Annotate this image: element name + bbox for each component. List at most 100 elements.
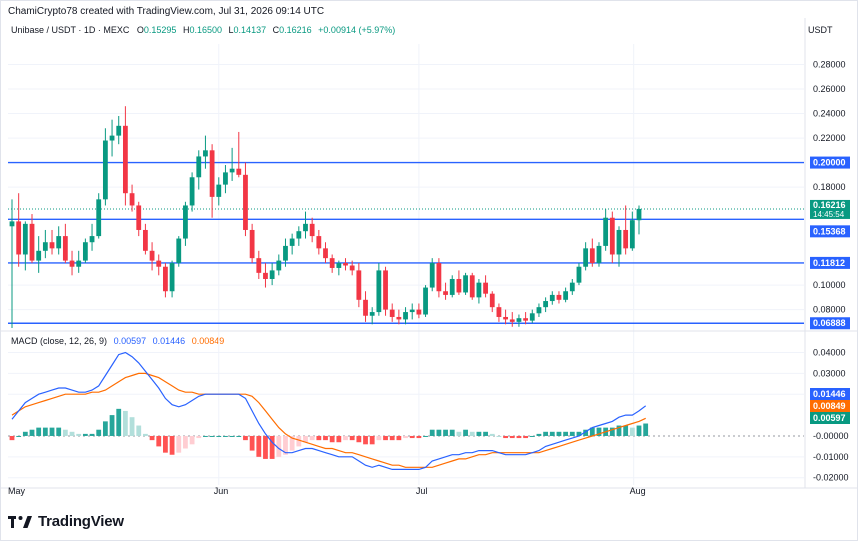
level-price-tag-value: 0.15368: [813, 226, 846, 236]
level-price-tag-value: 0.11812: [813, 258, 845, 268]
tradingview-logo-icon: [8, 515, 32, 528]
macd-histogram-bar: [516, 435, 522, 439]
candle-body: [463, 275, 468, 293]
candle-body: [229, 168, 235, 173]
currency-label[interactable]: USDT: [808, 25, 833, 35]
macd-histogram-bar: [403, 435, 408, 439]
candle-body: [49, 242, 55, 249]
macd-histogram-bar: [249, 435, 255, 451]
time-axis-label: May: [8, 486, 26, 496]
candle-body: [503, 316, 508, 320]
candle-body: [403, 312, 408, 320]
candle-body: [56, 236, 62, 249]
candle-body: [496, 307, 502, 317]
candle-body: [296, 231, 302, 239]
macd-histogram-bar: [176, 435, 182, 453]
candle-body: [529, 313, 535, 321]
macd-histogram-bar: [469, 431, 475, 436]
macd-value-tag-text: 0.00597: [813, 413, 846, 423]
macd-histogram-bar: [509, 435, 515, 439]
macd-value-tag-text: 0.00849: [813, 401, 846, 411]
candle-body: [189, 177, 195, 206]
macd-histogram-bar: [623, 425, 629, 436]
macd-histogram-bar: [36, 427, 42, 436]
candle-body: [489, 293, 495, 308]
candle-body: [116, 125, 122, 136]
macd-axis-tick: 0.03000: [813, 368, 846, 378]
macd-hist-value: 0.00597: [113, 336, 147, 346]
macd-histogram-bar: [503, 435, 508, 439]
macd-legend[interactable]: MACD (close, 12, 26, 9) 0.00597 0.01446 …: [11, 336, 224, 346]
high-label: H: [182, 25, 190, 35]
low-label: L: [228, 25, 234, 35]
candle-body: [423, 287, 428, 315]
candle-body: [136, 205, 142, 230]
candle-body: [576, 266, 582, 283]
candle-body: [62, 236, 68, 261]
macd-signal-line: [11, 372, 646, 468]
candle-body: [369, 312, 375, 316]
high-value: 0.16500: [189, 25, 223, 35]
candle-body: [383, 270, 388, 310]
macd-histogram-bar: [42, 427, 48, 436]
candle-body: [289, 238, 295, 246]
tradingview-logo[interactable]: TradingView: [8, 513, 124, 530]
macd-histogram-bar: [143, 433, 148, 436]
macd-histogram-bar: [156, 435, 162, 447]
macd-histogram-bar: [296, 435, 302, 447]
price-axis-tick: 0.18000: [813, 182, 846, 192]
macd-value-tag: [810, 412, 850, 424]
macd-value-tag: [810, 388, 850, 400]
candle-body: [409, 309, 415, 313]
macd-axis-tick: -0.01000: [813, 452, 849, 462]
candle-body: [509, 319, 515, 322]
candle-body: [523, 318, 529, 321]
macd-histogram-bar: [82, 433, 88, 436]
candle-body: [349, 265, 355, 271]
attribution-text: ChamiCrypto78 created with TradingView.c…: [8, 6, 325, 17]
candle-body: [329, 258, 335, 268]
candle-body: [9, 221, 15, 227]
macd-value-tag: [810, 400, 850, 412]
macd-histogram-bar: [496, 435, 502, 437]
macd-histogram-bar: [163, 435, 168, 453]
candle-body: [82, 242, 88, 261]
candle-body: [396, 316, 402, 320]
candle-body: [629, 220, 635, 249]
macd-histogram-bar: [216, 435, 222, 437]
candle-body: [336, 263, 342, 268]
macd-histogram-bar: [343, 435, 348, 441]
price-axis-tick: 0.10000: [813, 280, 846, 290]
candle-body: [449, 278, 455, 295]
macd-histogram-bar: [329, 435, 335, 443]
macd-histogram-bar: [109, 415, 115, 436]
candle-body: [69, 260, 75, 267]
macd-histogram-bar: [389, 435, 395, 441]
macd-histogram-bar: [543, 431, 549, 436]
price-axis-tick: 0.08000: [813, 305, 846, 315]
price-axis-tick: 0.26000: [813, 84, 846, 94]
macd-axis-tick: 0.04000: [813, 348, 846, 358]
candle-body: [263, 272, 268, 279]
candle-body: [76, 260, 82, 267]
candle-body: [223, 172, 228, 185]
symbol-name[interactable]: Unibase / USDT · 1D · MEXC: [11, 25, 130, 35]
candle-body: [122, 125, 128, 194]
macd-histogram-bar: [169, 435, 175, 455]
macd-title[interactable]: MACD (close, 12, 26, 9): [11, 336, 108, 346]
candle-body: [616, 229, 622, 255]
macd-histogram-bar: [356, 435, 362, 443]
symbol-legend[interactable]: Unibase / USDT · 1D · MEXC O0.15295 H0.1…: [11, 25, 399, 35]
level-price-tag: [810, 256, 850, 269]
macd-histogram-bar: [616, 425, 622, 436]
macd-histogram-bar: [529, 435, 535, 437]
macd-histogram-bar: [269, 435, 275, 459]
candle-body: [109, 135, 115, 141]
candle-body: [443, 291, 448, 295]
candle-body: [129, 193, 135, 206]
macd-histogram-bar: [556, 431, 562, 436]
change-value: +0.00914 (+5.97%): [318, 25, 396, 35]
macd-histogram-bar: [563, 431, 569, 436]
macd-histogram-bar: [69, 431, 75, 436]
